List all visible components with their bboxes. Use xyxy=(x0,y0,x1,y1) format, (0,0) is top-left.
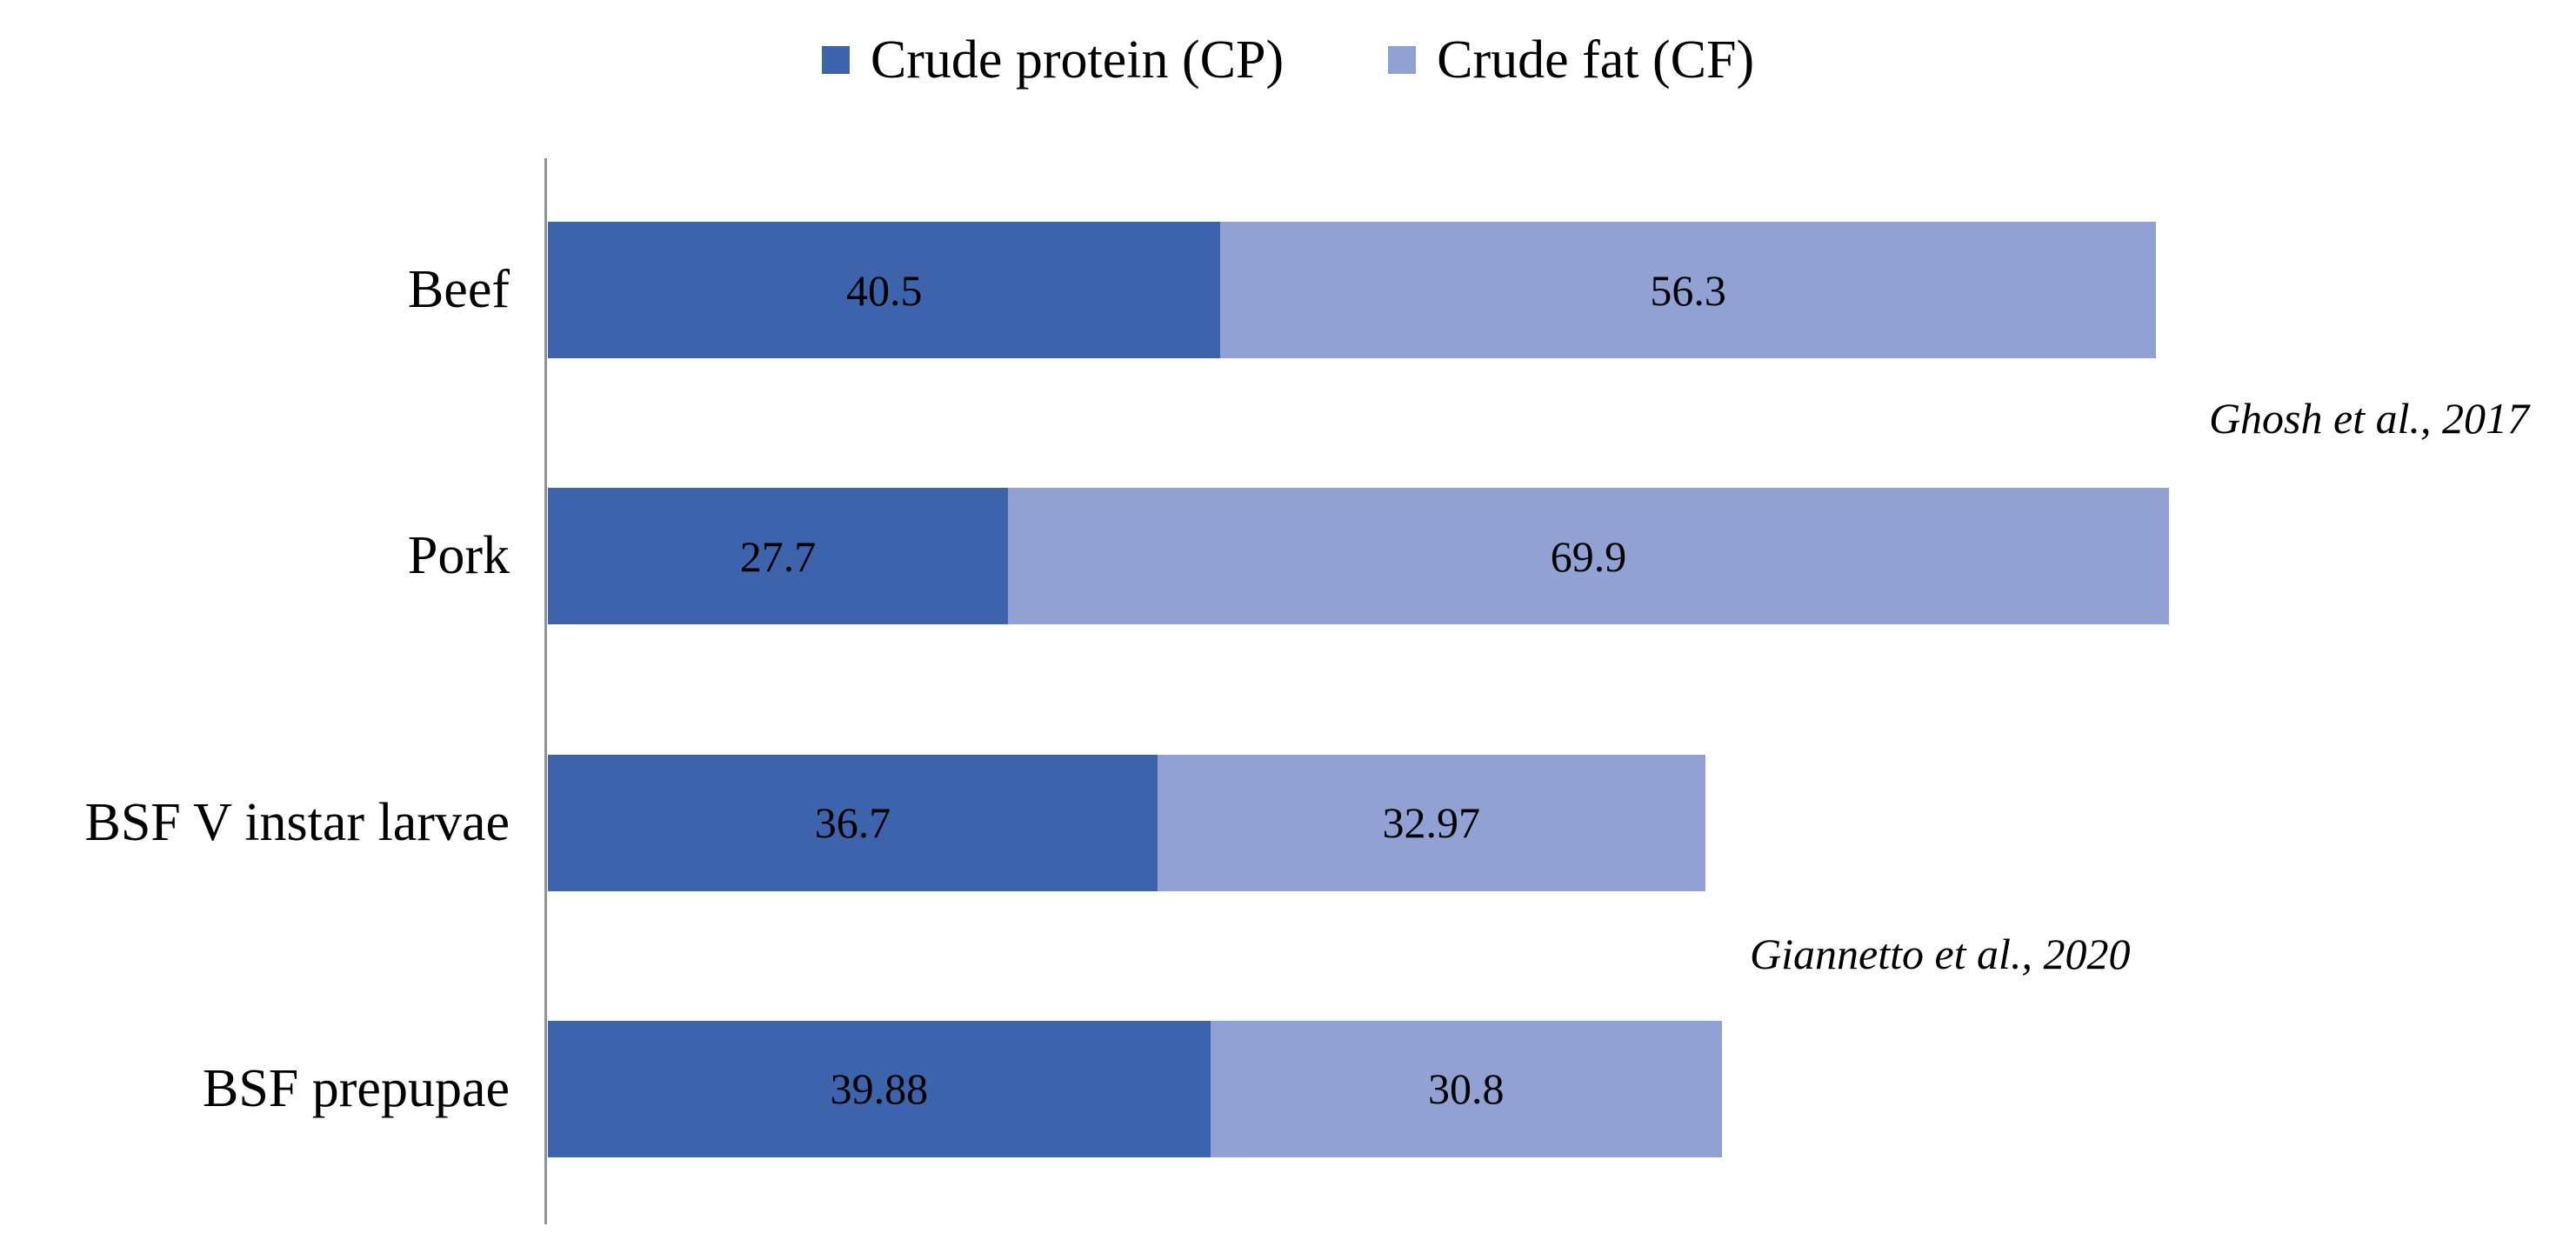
bar-value-label: 40.5 xyxy=(845,265,923,315)
bar-value-label: 69.9 xyxy=(1550,531,1627,581)
bar-segment-crude-fat: 69.9 xyxy=(1008,488,2169,625)
bar-row: BSF prepupae 39.88 30.8 xyxy=(0,1020,2576,1157)
legend-swatch-crude-protein-icon xyxy=(821,46,850,74)
bar-value-label: 27.7 xyxy=(739,531,817,581)
annotation-giannetto: Giannetto et al., 2020 xyxy=(1750,930,2131,978)
legend-item-crude-protein: Crude protein (CP) xyxy=(821,30,1285,90)
y-axis-line xyxy=(544,158,547,1224)
stacked-bar: 39.88 30.8 xyxy=(548,1020,1722,1157)
category-label: BSF prepupae xyxy=(202,1058,510,1118)
category-label: Beef xyxy=(407,260,510,319)
stacked-bar: 36.7 32.97 xyxy=(548,754,1705,891)
bar-value-label: 36.7 xyxy=(814,798,891,848)
stacked-bar: 27.7 69.9 xyxy=(548,488,2169,625)
legend-item-crude-fat: Crude fat (CF) xyxy=(1388,33,1754,87)
legend-label-crude-fat: Crude fat (CF) xyxy=(1437,30,1755,90)
bar-value-label: 30.8 xyxy=(1428,1064,1505,1114)
chart-legend: Crude protein (CP) Crude fat (CF) xyxy=(0,33,2576,87)
bar-segment-crude-protein: 36.7 xyxy=(548,754,1158,891)
bar-segment-crude-fat: 32.97 xyxy=(1157,754,1705,891)
bar-row: BSF V instar larvae 36.7 32.97 xyxy=(0,754,2576,891)
bar-segment-crude-protein: 40.5 xyxy=(548,222,1221,358)
bar-row: Pork 27.7 69.9 xyxy=(0,488,2576,625)
bar-segment-crude-fat: 56.3 xyxy=(1220,222,2156,358)
category-label: Pork xyxy=(407,526,510,586)
legend-label-crude-protein: Crude protein (CP) xyxy=(870,30,1285,90)
bar-segment-crude-protein: 39.88 xyxy=(548,1020,1211,1157)
annotation-ghosh: Ghosh et al., 2017 xyxy=(2208,394,2529,443)
bar-segment-crude-protein: 27.7 xyxy=(548,488,1009,625)
legend-swatch-crude-fat-icon xyxy=(1388,46,1417,74)
stacked-bar: 40.5 56.3 xyxy=(548,222,2156,358)
bar-value-label: 39.88 xyxy=(830,1064,929,1114)
bar-row: Beef 40.5 56.3 xyxy=(0,222,2576,358)
bar-value-label: 56.3 xyxy=(1650,265,1726,315)
bar-segment-crude-fat: 30.8 xyxy=(1210,1020,1722,1157)
bar-value-label: 32.97 xyxy=(1382,798,1480,848)
category-label: BSF V instar larvae xyxy=(84,792,510,852)
